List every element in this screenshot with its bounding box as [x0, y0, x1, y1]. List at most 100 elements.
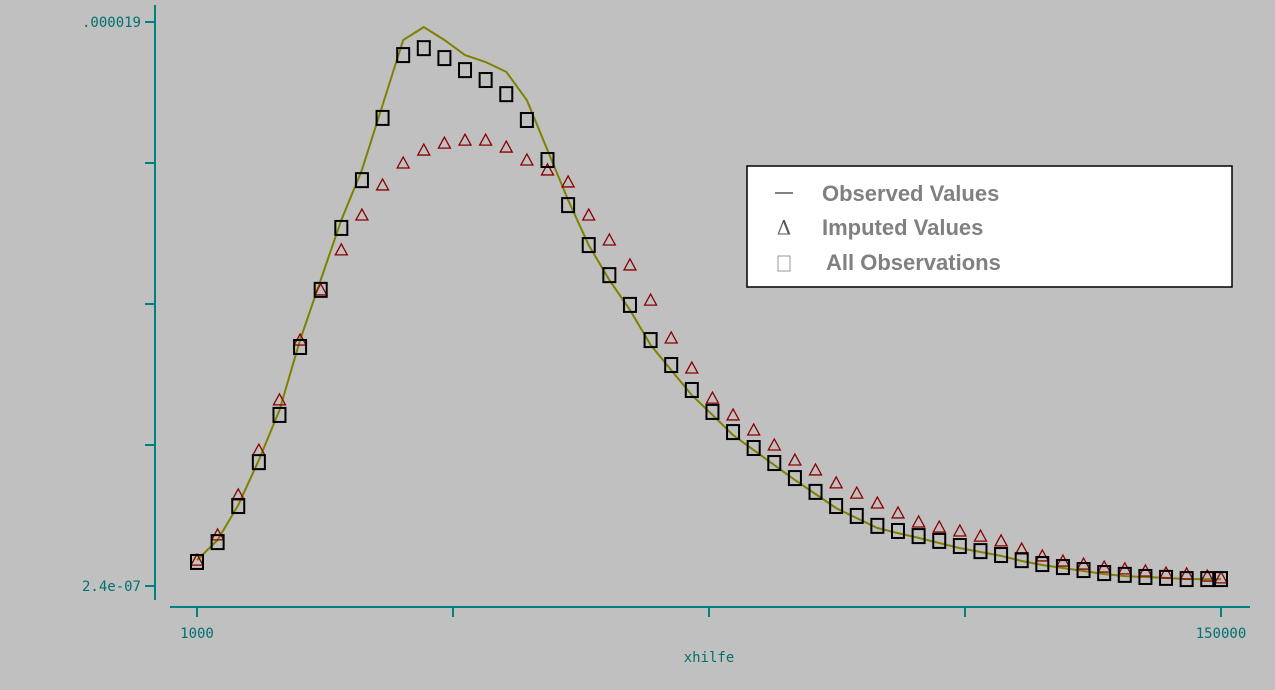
triangle-marker — [478, 132, 493, 146]
triangle-marker — [457, 132, 473, 146]
square-marker — [581, 237, 596, 254]
legend-label: Observed Values — [822, 181, 999, 206]
square-marker — [478, 72, 493, 89]
square-marker — [1035, 556, 1050, 573]
square-marker — [354, 172, 369, 189]
square-marker — [643, 332, 658, 349]
square-marker — [870, 517, 885, 534]
square-marker — [396, 47, 411, 64]
square-marker — [1097, 565, 1112, 582]
square-marker — [1138, 568, 1153, 585]
triangle-marker — [890, 505, 906, 519]
square-marker — [1159, 569, 1174, 586]
legend-symbol — [777, 255, 791, 272]
square-marker — [561, 197, 576, 214]
triangle-marker — [725, 407, 741, 421]
square-marker — [210, 534, 225, 551]
square-marker — [1179, 571, 1194, 588]
square-marker — [293, 338, 308, 355]
square-marker — [1117, 566, 1132, 583]
square-marker — [911, 528, 926, 545]
triangle-marker — [1213, 570, 1229, 584]
square-marker — [540, 151, 555, 168]
triangle-marker — [829, 475, 844, 489]
square-marker — [684, 381, 699, 398]
triangle-marker — [272, 392, 287, 406]
square-marker — [952, 538, 967, 555]
square-marker — [458, 62, 473, 79]
square-marker — [313, 281, 328, 298]
legend: Δ Observed Values Imputed Values All Obs… — [746, 165, 1233, 288]
triangle-marker — [767, 437, 782, 451]
x-tick-label: 1000 — [180, 626, 214, 642]
square-marker — [231, 498, 246, 515]
square-marker — [767, 455, 782, 472]
x-tick-label: 150000 — [1196, 626, 1247, 642]
triangle-marker — [354, 207, 370, 221]
triangle-marker — [622, 257, 638, 271]
triangle-marker — [1200, 568, 1215, 582]
triangle-marker — [581, 207, 596, 221]
triangle-marker — [1179, 566, 1194, 580]
square-marker — [726, 424, 741, 441]
square-marker — [190, 553, 204, 570]
square-marker — [272, 406, 287, 423]
triangle-marker — [993, 533, 1009, 547]
square-marker — [622, 296, 637, 313]
triangle-marker — [313, 282, 328, 296]
square-marker — [602, 267, 617, 284]
triangle-marker — [375, 177, 390, 191]
square-marker — [251, 454, 266, 471]
legend-label: All Observations — [826, 250, 1001, 275]
triangle-marker — [664, 330, 679, 344]
square-marker — [705, 403, 720, 420]
square-marker — [973, 543, 988, 560]
square-marker — [499, 86, 514, 103]
legend-label: Imputed Values — [822, 215, 983, 240]
triangle-marker — [602, 232, 617, 246]
triangle-marker — [437, 135, 452, 149]
square-marker — [994, 547, 1009, 564]
square-marker — [437, 50, 452, 67]
square-marker — [1055, 559, 1070, 576]
y-tick-label: 2.4e-07 — [82, 579, 141, 595]
triangle-marker — [870, 495, 885, 509]
square-marker — [664, 357, 679, 374]
square-marker — [375, 109, 390, 126]
square-marker — [787, 470, 802, 487]
triangle-marker — [684, 360, 699, 374]
triangle-marker — [932, 519, 947, 533]
triangle-marker — [643, 292, 658, 306]
triangle-marker — [189, 552, 205, 566]
triangle-marker — [1158, 565, 1174, 579]
triangle-marker — [561, 174, 576, 188]
square-marker — [849, 507, 864, 524]
square-marker — [1214, 571, 1228, 588]
legend-symbol: Δ — [777, 216, 791, 240]
triangle-marker — [334, 242, 349, 256]
x-axis-label: xhilfe — [684, 650, 735, 666]
square-marker — [1076, 562, 1091, 579]
triangle-marker — [952, 523, 967, 537]
square-marker — [1014, 552, 1029, 569]
triangle-marker — [416, 142, 431, 156]
triangle-marker — [540, 162, 555, 176]
square-marker — [808, 483, 823, 500]
triangle-marker — [808, 462, 823, 476]
triangle-marker — [849, 485, 864, 499]
triangle-marker — [396, 155, 411, 169]
triangle-marker — [973, 528, 988, 542]
triangle-marker — [519, 152, 534, 166]
triangle-marker — [1035, 548, 1050, 562]
triangle-marker — [499, 139, 514, 153]
triangle-marker — [911, 514, 926, 528]
square-marker — [932, 532, 947, 549]
square-marker — [890, 522, 905, 539]
square-marker — [334, 219, 349, 236]
triangle-marker — [746, 422, 761, 436]
square-marker — [519, 112, 534, 129]
y-tick-label: .000019 — [82, 15, 141, 31]
